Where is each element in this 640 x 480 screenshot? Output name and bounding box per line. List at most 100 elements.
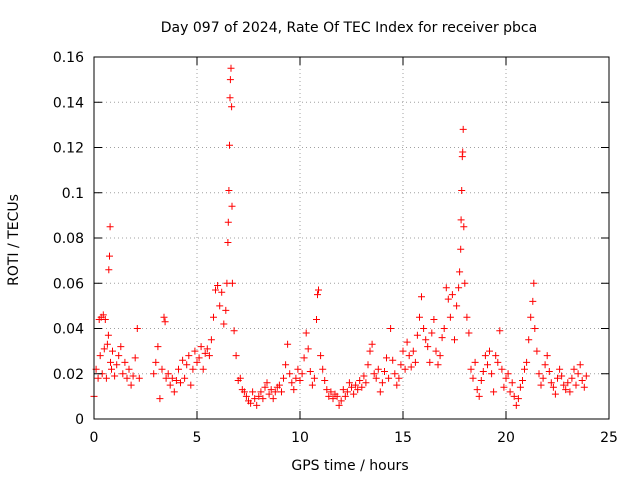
data-point bbox=[354, 386, 362, 394]
data-point bbox=[152, 358, 160, 366]
data-point bbox=[456, 268, 464, 276]
data-point bbox=[162, 374, 170, 382]
data-point bbox=[356, 377, 364, 384]
data-point bbox=[529, 297, 537, 305]
data-point bbox=[422, 336, 430, 344]
data-point bbox=[360, 372, 368, 380]
data-point bbox=[547, 379, 555, 387]
data-point bbox=[393, 381, 401, 389]
data-point bbox=[469, 374, 477, 382]
data-point bbox=[484, 361, 491, 369]
data-point bbox=[269, 395, 277, 403]
data-point bbox=[339, 386, 347, 394]
x-tick-label: 0 bbox=[90, 430, 99, 446]
data-point bbox=[566, 388, 574, 396]
data-point bbox=[325, 392, 333, 400]
data-point bbox=[558, 372, 566, 380]
data-point bbox=[183, 361, 191, 369]
data-point bbox=[212, 286, 219, 294]
data-point bbox=[296, 377, 304, 384]
data-point bbox=[99, 311, 107, 319]
data-point bbox=[160, 313, 168, 321]
data-point bbox=[113, 361, 121, 369]
data-point bbox=[267, 386, 275, 394]
data-point bbox=[259, 395, 267, 403]
data-point bbox=[115, 352, 123, 360]
data-point bbox=[175, 365, 182, 373]
data-point bbox=[541, 361, 549, 369]
data-point bbox=[428, 329, 436, 337]
data-point bbox=[457, 216, 465, 224]
y-tick-label: 0.12 bbox=[53, 141, 84, 157]
data-point bbox=[224, 239, 232, 246]
data-point bbox=[278, 388, 285, 396]
x-tick-label: 20 bbox=[497, 430, 515, 446]
grid-lines bbox=[94, 57, 609, 419]
data-point bbox=[348, 383, 355, 391]
data-point bbox=[477, 377, 485, 384]
x-tick-label: 15 bbox=[394, 430, 412, 446]
data-point bbox=[161, 318, 169, 326]
y-tick-label: 0.08 bbox=[53, 231, 84, 247]
data-point bbox=[111, 372, 119, 380]
x-tick-labels: 0 5 10 15 20 25 bbox=[90, 430, 618, 446]
data-point bbox=[523, 358, 531, 366]
data-point bbox=[374, 365, 382, 373]
data-point bbox=[403, 338, 411, 346]
y-axis-title: ROTI / TECUs bbox=[6, 194, 22, 286]
data-point bbox=[539, 374, 547, 382]
data-point bbox=[94, 374, 102, 382]
data-points bbox=[90, 64, 590, 409]
data-point bbox=[228, 202, 236, 210]
data-point bbox=[292, 374, 300, 382]
data-point bbox=[280, 374, 287, 382]
data-point bbox=[172, 377, 180, 384]
data-point bbox=[154, 343, 162, 351]
data-point bbox=[105, 266, 113, 274]
data-point bbox=[397, 361, 405, 369]
data-point bbox=[385, 374, 393, 382]
data-point bbox=[387, 325, 395, 332]
data-point bbox=[453, 302, 461, 310]
data-point bbox=[551, 390, 559, 398]
data-point bbox=[193, 358, 201, 366]
data-point bbox=[401, 365, 409, 373]
data-point bbox=[459, 125, 467, 133]
data-point bbox=[442, 284, 450, 292]
data-point bbox=[545, 368, 553, 375]
data-point bbox=[294, 365, 302, 373]
data-point bbox=[300, 354, 308, 362]
data-point bbox=[271, 388, 279, 396]
data-point bbox=[391, 370, 399, 378]
data-point bbox=[461, 279, 469, 287]
data-point bbox=[527, 313, 535, 321]
data-point bbox=[257, 388, 265, 396]
data-point bbox=[100, 345, 108, 353]
data-point bbox=[191, 347, 199, 355]
data-point bbox=[117, 343, 125, 351]
data-point bbox=[224, 218, 232, 226]
data-point bbox=[103, 340, 111, 348]
data-point bbox=[350, 390, 358, 398]
y-tick-label: 0.1 bbox=[62, 186, 84, 202]
data-point bbox=[222, 306, 230, 314]
data-point bbox=[562, 386, 570, 394]
data-point bbox=[430, 316, 438, 323]
data-point bbox=[96, 352, 104, 360]
data-point bbox=[502, 374, 510, 382]
data-point bbox=[275, 381, 283, 389]
data-point bbox=[368, 340, 376, 348]
data-point bbox=[521, 365, 528, 373]
data-point bbox=[496, 327, 504, 335]
data-point bbox=[451, 336, 458, 344]
data-point bbox=[220, 320, 228, 328]
data-point bbox=[533, 347, 541, 355]
data-point bbox=[108, 365, 115, 373]
data-point bbox=[319, 365, 327, 373]
data-point bbox=[298, 370, 306, 378]
data-point bbox=[370, 370, 378, 378]
y-tick-labels: 0 0.02 0.04 0.06 0.08 0.1 0.12 0.14 0.16 bbox=[53, 50, 84, 428]
data-point bbox=[127, 381, 135, 389]
data-point bbox=[125, 365, 133, 373]
data-point bbox=[166, 381, 174, 389]
